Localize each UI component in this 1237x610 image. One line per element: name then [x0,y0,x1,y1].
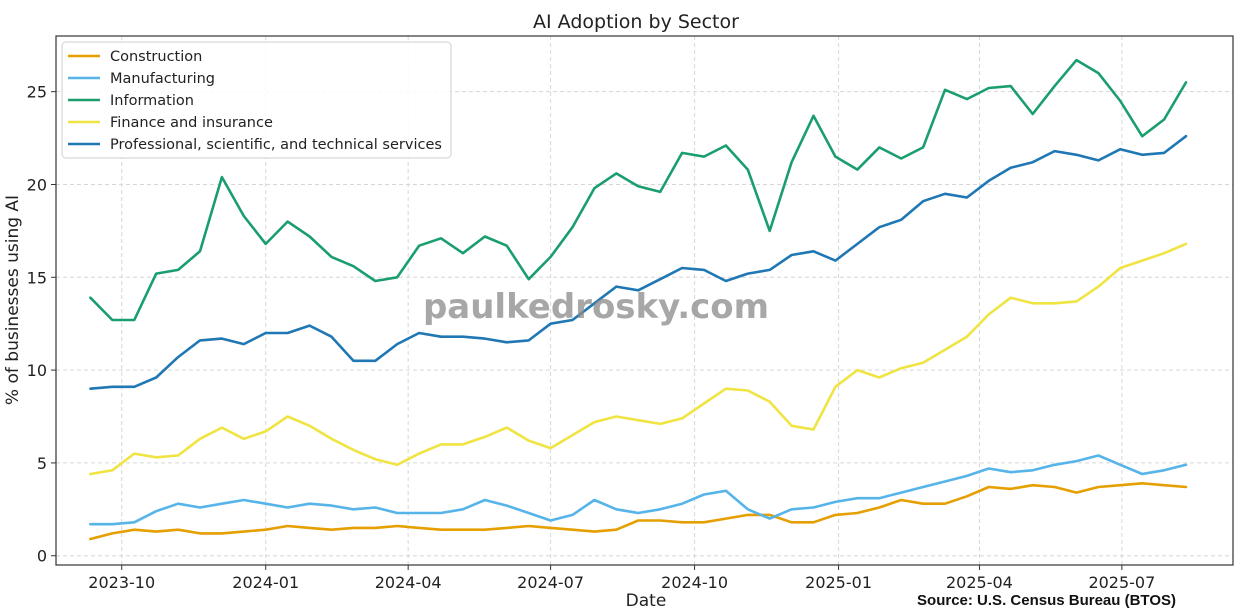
series-line-finance-and-insurance [89,242,1188,476]
source-note: Source: U.S. Census Bureau (BTOS) [917,592,1176,609]
x-tick-label: 2025-07 [1088,573,1155,592]
x-tick-label: 2023-10 [88,573,155,592]
y-tick-label: 10 [27,361,47,380]
plot-frame [55,35,1234,566]
series-line-manufacturing [89,454,1188,526]
legend: Construction Manufacturing Information Fina… [61,41,452,159]
x-tick-label: 2025-01 [805,573,872,592]
legend-label-finance-and-insurance: Finance and insurance [110,115,273,131]
x-tick-label: 2025-04 [946,573,1013,592]
legend-label-professional-scientific-and-technical-services: Professional, scientific, and technical … [110,137,442,153]
y-tick-label: 15 [27,268,47,287]
x-tick-label: 2024-04 [375,573,442,592]
series-line-information [89,58,1188,322]
legend-label-information: Information [110,93,194,109]
watermark: paulkedrosky.com [423,287,769,327]
series-line-construction [89,481,1188,541]
y-axis-label: % of businesses using AI [3,195,23,405]
y-tick-label: 25 [27,83,47,102]
series-line-professional-scientific-and-technical-services [89,134,1188,391]
y-tick-label: 20 [27,175,47,194]
legend-label-manufacturing: Manufacturing [110,71,215,87]
chart-title: AI Adoption by Sector [533,11,739,33]
x-tick-label: 2024-01 [232,573,299,592]
x-tick-label: 2024-10 [661,573,728,592]
legend-box [61,41,452,159]
y-tick-label: 5 [37,454,47,473]
x-tick-label: 2024-07 [517,573,584,592]
legend-label-construction: Construction [110,49,202,65]
x-axis-label: Date [626,591,667,610]
series-lines [89,58,1188,541]
y-tick-label: 0 [37,547,47,566]
axis-ticks: 2023-10 2024-01 2024-04 2024-07 2024-10 2025-… [27,83,1156,592]
